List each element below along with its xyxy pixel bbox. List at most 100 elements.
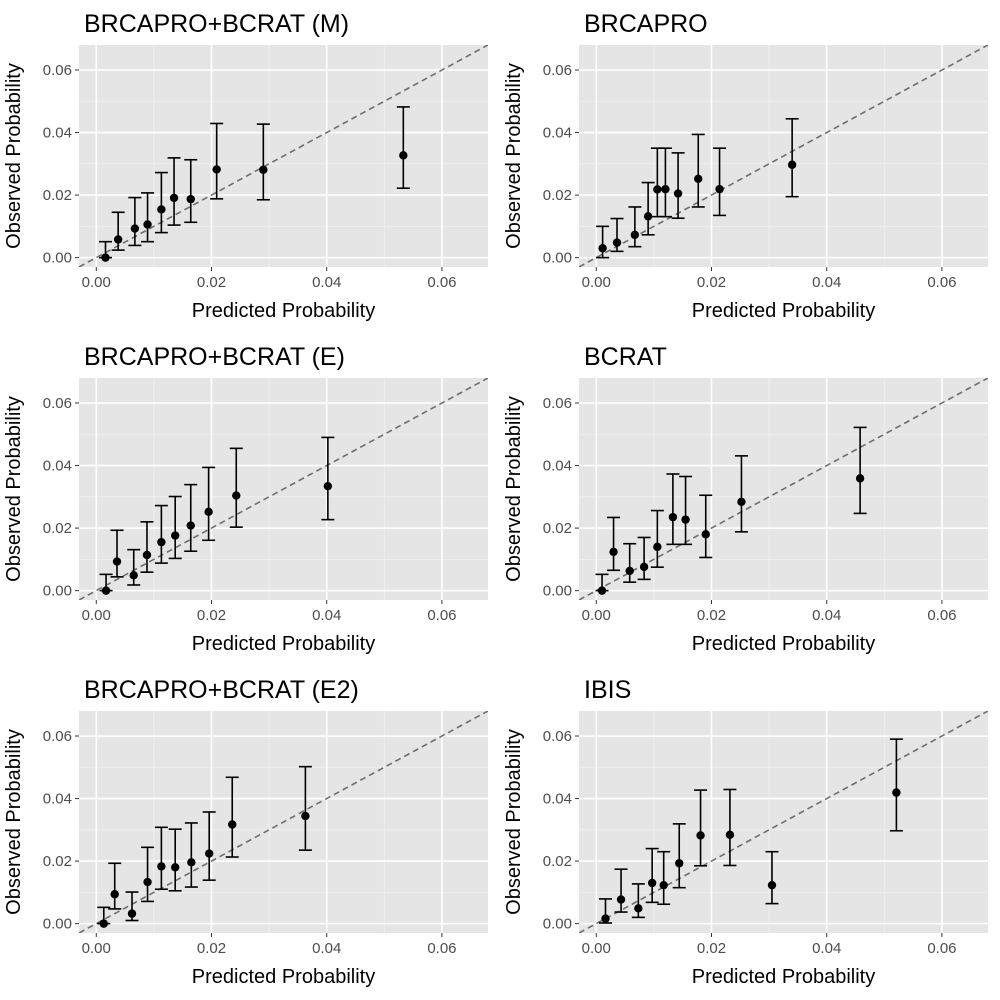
data-point [171,531,180,540]
panel-3-y-axis-title: Observed Probability [3,396,25,582]
error-bar [623,542,637,583]
data-point [892,788,901,797]
y-tick-label: 0.00 [43,583,72,600]
error-bar [141,846,155,903]
data-point [668,512,678,522]
data-point [616,895,626,904]
error-bar [650,509,664,568]
y-tick-label: 0.06 [543,728,572,745]
panel-5-grid [79,711,488,933]
panel-3-title: BRCAPRO+BCRAT (E) [84,343,345,371]
y-tick-label: 0.04 [43,791,72,808]
x-tick-label: 0.00 [82,274,111,291]
y-tick-label: 0.04 [543,458,572,475]
x-tick-label: 0.04 [812,274,841,291]
panel-3-reference-diagonal [79,378,488,600]
data-point [597,586,607,595]
data-point [130,224,140,233]
y-tick-label: 0.00 [543,583,572,600]
data-point [157,537,166,547]
panel-1-marks [98,106,410,262]
data-point [673,189,683,198]
error-bar [202,466,216,542]
error-bar [298,765,312,851]
error-bar [666,473,680,546]
panel-3-grid [79,378,488,600]
panel-1-grid [79,45,488,267]
error-bar [111,211,125,251]
data-point [694,174,703,184]
panel-1-reference-diagonal [79,45,488,267]
panel-6: IBIS 0.00 0.02 0.04 0.06 0.00 0.02 0.04 0.06 Pred… [503,676,988,988]
panel-2-y-axis-title: Observed Probability [503,63,525,249]
panel-6-x-axis-title: Predicted Probability [692,966,875,988]
error-bar [671,152,685,220]
data-point [323,481,333,491]
error-bar [637,536,651,581]
error-bar [765,850,779,905]
data-point [232,491,241,500]
data-point [157,862,166,871]
x-tick-label: 0.02 [697,607,726,624]
panel-5-reference-diagonal [79,711,488,933]
x-tick-label: 0.00 [582,607,611,624]
data-point [101,253,110,262]
panel-5-x-axis-title: Predicted Probability [192,966,375,988]
y-tick-label: 0.06 [543,62,572,79]
x-tick-label: 0.04 [312,607,341,624]
panel-4-y-axis-title: Observed Probability [503,396,525,582]
error-bar [694,789,708,867]
data-point [399,151,408,160]
panel-4-marks [595,426,867,595]
data-point [186,521,195,530]
panel-4-reference-diagonal [579,378,988,600]
data-point [653,542,662,552]
data-point [101,586,111,595]
error-bar [128,196,142,247]
data-point [127,909,137,918]
data-point [601,914,610,923]
x-tick-label: 0.02 [197,607,226,624]
x-tick-label: 0.00 [582,940,611,957]
data-point [767,880,777,890]
data-point [725,830,735,840]
error-bar [699,494,713,559]
x-tick-label: 0.04 [812,940,841,957]
x-tick-label: 0.06 [427,940,456,957]
panel-2-title: BRCAPRO [584,10,708,38]
error-bar [628,206,642,248]
error-bar [141,192,155,243]
data-point [675,859,684,868]
x-tick-label: 0.02 [697,274,726,291]
panel-5-marks [97,765,312,928]
error-bar [108,862,122,910]
x-tick-label: 0.02 [197,940,226,957]
data-point [643,212,653,221]
error-bar [210,122,224,200]
y-tick-label: 0.02 [543,187,572,204]
panel-4: BCRAT 0.00 0.02 0.04 0.06 0.00 0.02 0.04 0.06 Pre… [503,343,988,655]
panel-1-title: BRCAPRO+BCRAT (M) [84,10,349,38]
error-bar [167,157,181,226]
y-tick-label: 0.06 [43,395,72,412]
x-tick-label: 0.00 [82,607,111,624]
panel-2: BRCAPRO 0.00 0.02 0.04 0.06 0.00 0.02 0.04 0.06 P… [503,10,988,322]
panel-1-x-axis-title: Predicted Probability [192,300,375,322]
x-tick-label: 0.00 [82,940,111,957]
error-bar [154,171,168,234]
y-tick-label: 0.02 [43,853,72,870]
data-point [129,571,138,580]
error-bar [713,147,727,217]
panel-6-reference-diagonal [579,711,988,933]
data-point [609,547,618,557]
error-bar [321,436,335,521]
data-point [659,880,668,890]
data-point [259,165,268,174]
error-bar [607,516,621,572]
panel-3-marks [99,436,335,595]
error-bar [140,521,154,573]
panel-4-grid [579,378,988,600]
panel-2-grid [579,45,988,267]
x-tick-label: 0.02 [697,940,726,957]
